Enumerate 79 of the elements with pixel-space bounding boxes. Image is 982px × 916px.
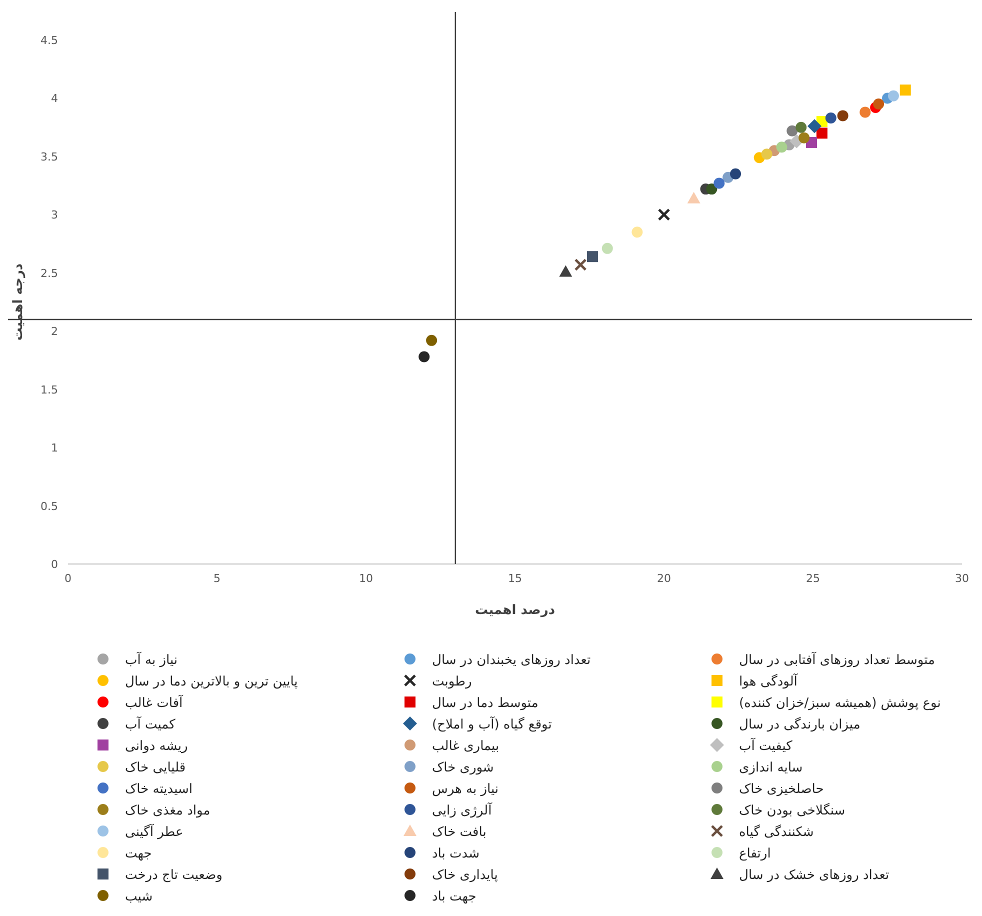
legend-label: آلرژی زایی — [432, 802, 494, 818]
x-tick-label: 20 — [657, 572, 671, 585]
y-tick-label: 2 — [51, 325, 58, 338]
y-tick-label: 4.5 — [40, 34, 58, 47]
point — [888, 90, 899, 102]
x-axis-title: درصد اهمیت — [474, 603, 556, 618]
x-tick-label: 5 — [214, 572, 220, 585]
legend-label: حاصلخیزی خاک — [739, 782, 824, 797]
legend-label: آلودگی هوا — [739, 672, 799, 690]
legend-label: نوع پوشش (همیشه سبز/خزان کننده) — [739, 696, 941, 711]
point — [730, 168, 742, 180]
legend-label: شوری خاک — [432, 760, 494, 776]
x-tick-label: 10 — [359, 572, 373, 585]
x-tick-label: 0 — [64, 572, 72, 585]
point — [426, 334, 438, 346]
point — [796, 122, 807, 133]
legend-label: سنگلاخی بودن خاک — [739, 802, 846, 818]
legend-label: سایه اندازی — [739, 760, 803, 776]
y-tick-label: 3 — [51, 208, 58, 222]
legend-label: اسیدیته خاک — [125, 782, 193, 797]
point — [602, 242, 613, 254]
legend-label: عطر آگینی — [125, 823, 184, 840]
x-tick-label: 30 — [955, 572, 969, 585]
legend-label: رطوبت — [432, 674, 472, 690]
point — [687, 192, 700, 204]
point — [714, 178, 725, 189]
legend-label: تعداد روزهای خشک در سال — [739, 868, 890, 883]
y-axis-title: درجه اهمیت — [11, 263, 26, 341]
legend-label: پایین ترین و بالاترین دما در سال — [125, 674, 298, 690]
point — [873, 98, 884, 110]
point — [574, 258, 587, 271]
legend-label: ریشه دوانی — [125, 739, 188, 754]
point — [632, 226, 643, 238]
y-tick-label: 1.5 — [40, 383, 58, 396]
legend-label: تعداد روزهای یخبندان در سال — [432, 653, 592, 668]
legend-label: جهت — [125, 846, 152, 862]
y-tick-label: 0 — [51, 558, 58, 571]
legend-label: وضعیت تاج درخت — [125, 868, 222, 883]
point — [837, 110, 848, 122]
legend-label: شیب — [125, 890, 153, 904]
point — [706, 184, 718, 195]
y-tick-label: 2.5 — [40, 266, 58, 280]
point — [761, 148, 772, 160]
legend-label: توقع گیاه (آب و املاح) — [432, 716, 552, 732]
y-tick-label: 3.5 — [40, 150, 58, 164]
point — [860, 106, 871, 118]
legend-label: نیاز به آب — [125, 651, 178, 668]
legend-label: نیاز به هرس — [432, 782, 499, 797]
y-tick-label: 1 — [51, 442, 58, 455]
legend-label: میزان بارندگی در سال — [739, 716, 860, 732]
legend-label: بافت خاک — [432, 825, 486, 840]
y-tick-label: 4 — [51, 92, 58, 106]
point — [418, 351, 430, 362]
legend-label: مواد مغذی خاک — [125, 804, 210, 818]
legend-label: متوسط تعداد روزهای آفتابی در سال — [739, 651, 935, 668]
point — [798, 132, 810, 144]
legend-label: کیفیت آب — [739, 737, 794, 754]
legend-label: جهت باد — [432, 890, 476, 904]
point — [658, 208, 670, 221]
point — [807, 119, 822, 134]
legend-label: قلیایی خاک — [125, 760, 186, 776]
legend-label: ارتفاع — [739, 846, 771, 862]
x-tick-label: 15 — [508, 572, 522, 585]
point — [900, 84, 911, 96]
legend-label: متوسط دما در سال — [432, 696, 538, 711]
point — [776, 142, 788, 153]
point — [586, 251, 598, 262]
legend-label: آفات غالب — [125, 694, 184, 711]
x-tick-label: 25 — [806, 572, 820, 585]
y-tick-label: 0.5 — [40, 500, 58, 513]
point — [825, 112, 836, 124]
point — [786, 125, 798, 136]
point — [559, 265, 572, 277]
legend-label: پایداری خاک — [432, 868, 498, 883]
legend-label: شدت باد — [432, 846, 480, 862]
legend-label: شکنندگی گیاه — [739, 824, 814, 840]
legend-label: بیماری غالب — [432, 739, 500, 754]
point — [816, 128, 828, 139]
legend-label: کمیت آب — [125, 716, 176, 732]
